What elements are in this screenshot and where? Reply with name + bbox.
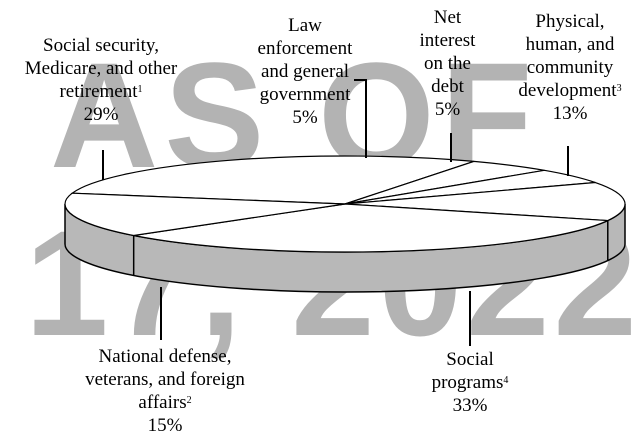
slice-label-line: Medicare, and other — [24, 58, 178, 79]
slice-label-line: development3 — [518, 80, 622, 101]
leader-lines — [102, 79, 569, 346]
footnote-marker: 4 — [503, 375, 509, 386]
slice-label-line: interest — [419, 30, 476, 51]
slice-label-line: Physical, — [535, 11, 605, 32]
pie-slice — [64, 192, 346, 237]
slice-value: 5% — [434, 99, 461, 120]
slice-label-line: Net — [433, 7, 462, 28]
leader-line — [354, 79, 367, 158]
slice-value: 33% — [452, 395, 488, 416]
slice-value: 15% — [147, 415, 183, 436]
slice-label-line: Law — [288, 15, 322, 36]
slice-label-line: enforcement — [257, 38, 353, 59]
slice-label-line: on the — [424, 53, 471, 74]
slice-label-social-programs: Social programs4 33% — [410, 348, 530, 417]
pie-top — [64, 155, 626, 253]
footnote-marker: 2 — [186, 395, 192, 406]
slice-value: 13% — [552, 103, 588, 124]
slice-value: 5% — [292, 107, 318, 128]
slice-label-law: Law enforcement and general government 5% — [240, 14, 370, 129]
slice-label-line: programs4 — [431, 372, 509, 393]
slice-label-net-interest: Net interest on the debt 5% — [405, 6, 490, 121]
footnote-marker: 1 — [137, 84, 143, 95]
slice-label-line: community — [526, 57, 614, 78]
slice-label-line: Social security, — [43, 35, 159, 56]
slice-value: 29% — [83, 104, 119, 125]
slice-label-physical: Physical, human, and community development3… — [505, 10, 635, 125]
pie-slice — [133, 203, 609, 253]
slice-label-line: human, and — [525, 34, 615, 55]
slice-label-defense: National defense, veterans, and foreign af… — [60, 345, 270, 437]
pie-slice — [344, 181, 626, 222]
footnote-marker: 3 — [616, 83, 622, 94]
slice-label-line: National defense, — [98, 346, 232, 367]
slice-label-line: government — [259, 84, 351, 105]
slice-label-line: veterans, and foreign — [85, 369, 245, 390]
pie-slice — [70, 155, 475, 205]
slice-label-retirement: Social security, Medicare, and other retir… — [6, 34, 196, 126]
slice-label-line: affairs2 — [138, 392, 192, 413]
slice-label-line: debt — [431, 76, 464, 97]
slice-label-line: and general — [260, 61, 350, 82]
slice-label-line: Social — [446, 349, 494, 370]
slice-label-line: retirement1 — [59, 81, 143, 102]
